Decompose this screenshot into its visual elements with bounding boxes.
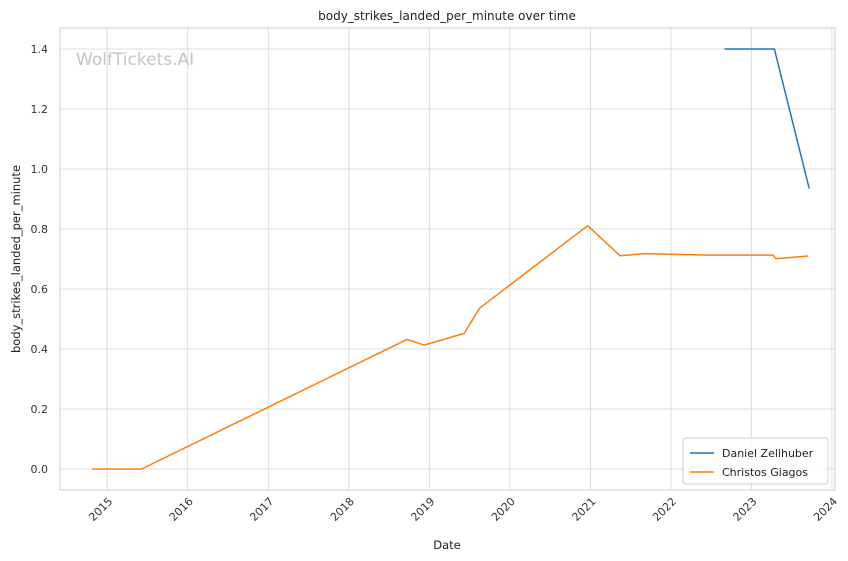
x-axis-title: Date [433,538,461,552]
legend-label-0: Daniel Zellhuber [722,447,814,460]
legend: Daniel Zellhuber Christos Giagos [682,437,829,485]
plot-frame [59,27,836,491]
y-tick-label: 0.4 [31,343,49,356]
y-tick-label: 1.2 [31,103,49,116]
chart-title: body_strikes_landed_per_minute over time [318,9,576,23]
x-axis-ticks: 2015 2016 2017 2018 2019 2020 2021 2022 2023 2024 [86,495,840,524]
y-tick-label: 1.4 [31,43,49,56]
y-tick-label: 0.8 [31,223,49,236]
legend-label-1: Christos Giagos [722,466,808,479]
watermark-text: WolfTickets.AI [76,50,194,70]
series-lines [92,48,810,470]
series-line-1 [92,224,809,470]
series-line-0 [724,48,810,189]
y-tick-label: 0.0 [31,463,49,476]
y-tick-label: 0.6 [31,283,49,296]
y-tick-label: 1.0 [31,163,49,176]
y-tick-label: 0.2 [31,403,49,416]
y-axis-ticks: 0.0 0.2 0.4 0.6 0.8 1.0 1.2 1.4 [31,43,49,476]
y-axis-title: body_strikes_landed_per_minute [9,165,23,353]
legend-box [682,437,829,485]
